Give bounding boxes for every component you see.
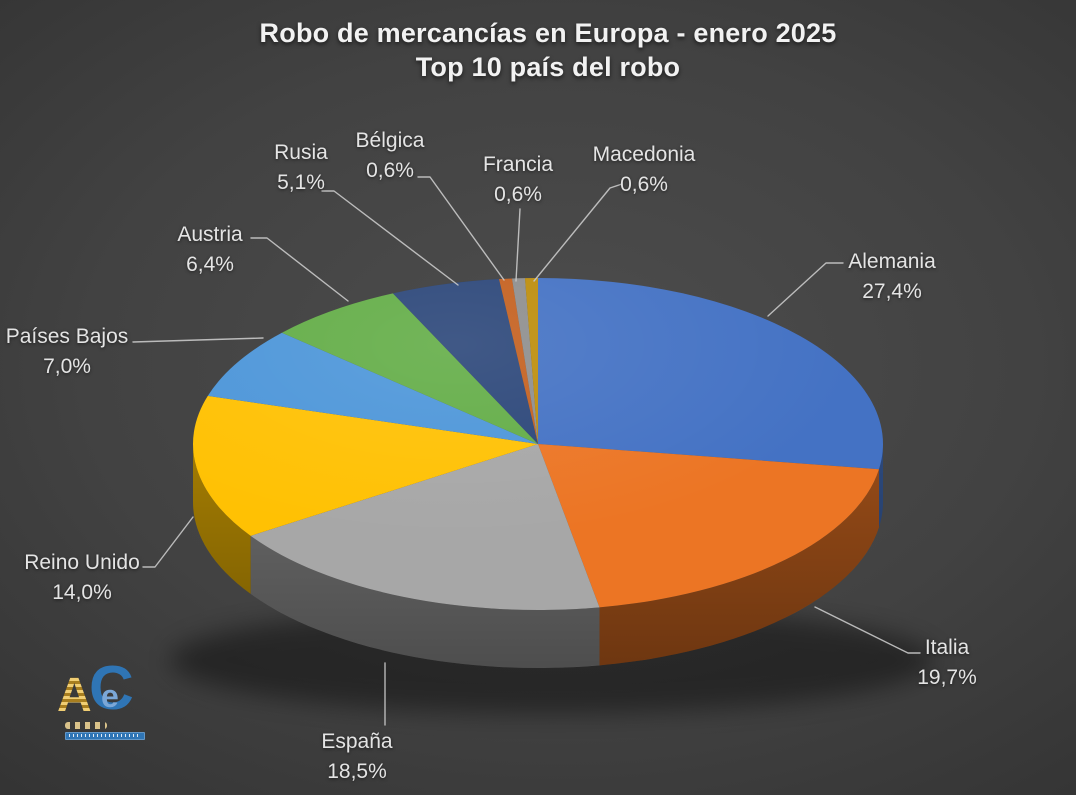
- slice-label-belgica: Bélgica 0,6%: [270, 126, 510, 186]
- slice-label-name: Países Bajos: [5, 325, 129, 348]
- slice-label-paises-bajos: Países Bajos 7,0%: [0, 322, 187, 382]
- aec-logo: C A e: [57, 658, 153, 748]
- slice-label-name: Bélgica: [355, 129, 425, 152]
- slice-label-alemania: Alemania 27,4%: [772, 247, 1012, 307]
- slice-label-value: 0,6%: [620, 173, 668, 196]
- leader-line-reino-unido: [142, 516, 194, 568]
- leader-line-paises-bajos: [132, 337, 264, 343]
- logo-coins: [65, 722, 107, 729]
- leader-line-belgica: [417, 176, 505, 281]
- slice-label-value: 0,6%: [366, 159, 414, 182]
- slice-label-value: 0,6%: [494, 183, 542, 206]
- slice-label-name: Reino Unido: [24, 551, 140, 574]
- slice-label-italia: Italia 19,7%: [827, 633, 1067, 693]
- slice-label-value: 7,0%: [43, 355, 91, 378]
- slice-label-value: 5,1%: [277, 171, 325, 194]
- chart-title: Robo de mercancías en Europa - enero 202…: [10, 16, 1076, 84]
- chart-title-line2: Top 10 país del robo: [415, 52, 681, 82]
- leader-line-italia: [814, 606, 921, 654]
- slice-label-macedonia: Macedonia 0,6%: [524, 140, 764, 200]
- leader-line-alemania: [767, 262, 844, 317]
- slice-label-value: 27,4%: [862, 280, 922, 303]
- logo-letter-a: A: [57, 669, 92, 722]
- slice-label-name: Macedonia: [592, 143, 696, 166]
- chart-title-line1: Robo de mercancías en Europa - enero 202…: [259, 18, 837, 48]
- slice-label-francia: Francia 0,6%: [398, 150, 638, 210]
- slice-label-value: 14,0%: [52, 581, 112, 604]
- slice-label-name: Austria: [177, 223, 243, 246]
- slice-label-espana: España 18,5%: [237, 727, 477, 787]
- slice-label-value: 18,5%: [327, 760, 387, 783]
- slice-label-name: Rusia: [274, 141, 328, 164]
- slice-label-name: Francia: [482, 153, 554, 176]
- slice-label-name: Italia: [924, 636, 970, 659]
- slice-label-rusia: Rusia 5,1%: [181, 138, 421, 198]
- slice-label-value: 6,4%: [186, 253, 234, 276]
- pie-rim-shading: [193, 444, 883, 668]
- leader-line-francia: [515, 208, 521, 282]
- logo-banner: [65, 732, 145, 740]
- slice-label-austria: Austria 6,4%: [90, 220, 330, 280]
- slice-label-value: 19,7%: [917, 666, 977, 689]
- slice-label-name: España: [321, 730, 393, 753]
- slice-label-name: Alemania: [848, 250, 936, 273]
- leader-line-macedonia: [533, 183, 623, 282]
- slice-label-reino-unido: Reino Unido 14,0%: [0, 548, 202, 608]
- leader-line-rusia: [321, 190, 459, 286]
- logo-letter-e: e: [101, 678, 119, 714]
- leader-line-austria: [250, 237, 349, 302]
- logo-letter-c: C: [89, 654, 134, 723]
